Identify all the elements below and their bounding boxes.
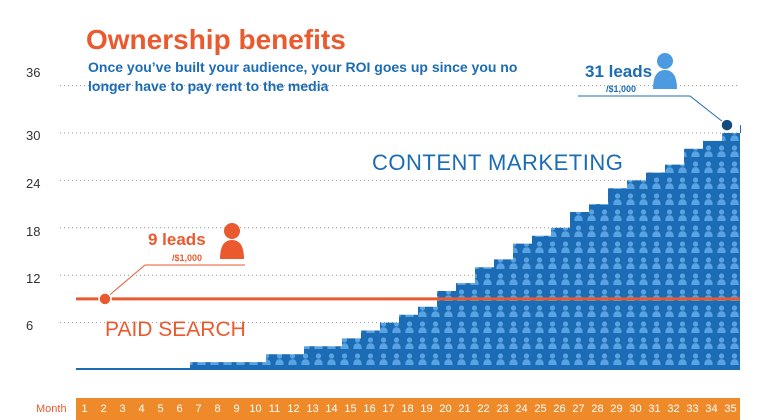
- month-tick-7: 7: [195, 403, 202, 415]
- month-tick-28: 28: [591, 403, 604, 415]
- month-tick-30: 30: [629, 403, 642, 415]
- month-tick-29: 29: [610, 403, 623, 415]
- month-tick-16: 16: [363, 403, 376, 415]
- paid-callout-leader: [104, 264, 245, 300]
- month-tick-14: 14: [325, 403, 338, 415]
- month-tick-3: 3: [119, 403, 126, 415]
- month-tick-20: 20: [439, 403, 452, 415]
- paid-leads-value: 9 leads: [148, 230, 206, 249]
- content-marketing-label: CONTENT MARKETING: [372, 150, 624, 175]
- month-tick-27: 27: [572, 403, 585, 415]
- content-person-icon-body: [653, 70, 677, 89]
- y-tick-6: 6: [26, 318, 34, 333]
- paid-person-icon-head: [224, 223, 240, 239]
- month-axis: [76, 398, 740, 420]
- month-tick-22: 22: [477, 403, 490, 415]
- month-tick-32: 32: [667, 403, 680, 415]
- callouts: [98, 53, 734, 306]
- month-tick-4: 4: [138, 403, 145, 415]
- month-tick-13: 13: [306, 403, 319, 415]
- y-tick-12: 12: [26, 271, 41, 286]
- y-tick-24: 24: [26, 176, 41, 191]
- month-tick-15: 15: [344, 403, 357, 415]
- content-person-icon-head: [657, 53, 673, 69]
- month-tick-31: 31: [648, 403, 661, 415]
- y-tick-18: 18: [26, 224, 41, 239]
- paid-callout-marker: [98, 292, 112, 306]
- content-marketing-series: [76, 125, 741, 370]
- paid-person-icon-body: [220, 240, 244, 259]
- month-tick-11: 11: [268, 403, 281, 415]
- chart-subtitle: Once you’ve built your audience, your RO…: [88, 59, 518, 94]
- month-tick-21: 21: [458, 403, 471, 415]
- month-tick-9: 9: [233, 403, 240, 415]
- month-tick-10: 10: [249, 403, 262, 415]
- month-tick-8: 8: [214, 403, 221, 415]
- month-tick-17: 17: [382, 403, 395, 415]
- content-leads-value: 31 leads: [585, 62, 653, 81]
- month-tick-19: 19: [420, 403, 433, 415]
- month-tick-34: 34: [705, 403, 718, 415]
- month-tick-26: 26: [553, 403, 566, 415]
- month-tick-12: 12: [287, 403, 300, 415]
- month-tick-18: 18: [401, 403, 414, 415]
- month-tick-5: 5: [157, 403, 164, 415]
- x-axis-label: Month: [36, 403, 67, 415]
- month-tick-36: 36: [743, 403, 756, 415]
- month-tick-24: 24: [515, 403, 528, 415]
- content-callout-leader: [578, 95, 728, 126]
- paid-leads-unit: /$1,000: [172, 253, 203, 263]
- month-tick-23: 23: [496, 403, 509, 415]
- month-tick-6: 6: [176, 403, 183, 415]
- y-tick-36: 36: [26, 65, 41, 80]
- content-marketing-area: [76, 125, 741, 370]
- month-tick-35: 35: [724, 403, 737, 415]
- month-tick-33: 33: [686, 403, 699, 415]
- month-tick-2: 2: [100, 403, 107, 415]
- month-tick-25: 25: [534, 403, 547, 415]
- content-callout-marker: [720, 118, 734, 132]
- content-leads-unit: /$1,000: [606, 84, 637, 94]
- chart-title: Ownership benefits: [86, 24, 346, 55]
- y-tick-30: 30: [26, 128, 41, 143]
- month-axis-band: [76, 398, 740, 420]
- month-tick-1: 1: [81, 403, 88, 415]
- paid-search-label: PAID SEARCH: [105, 318, 246, 341]
